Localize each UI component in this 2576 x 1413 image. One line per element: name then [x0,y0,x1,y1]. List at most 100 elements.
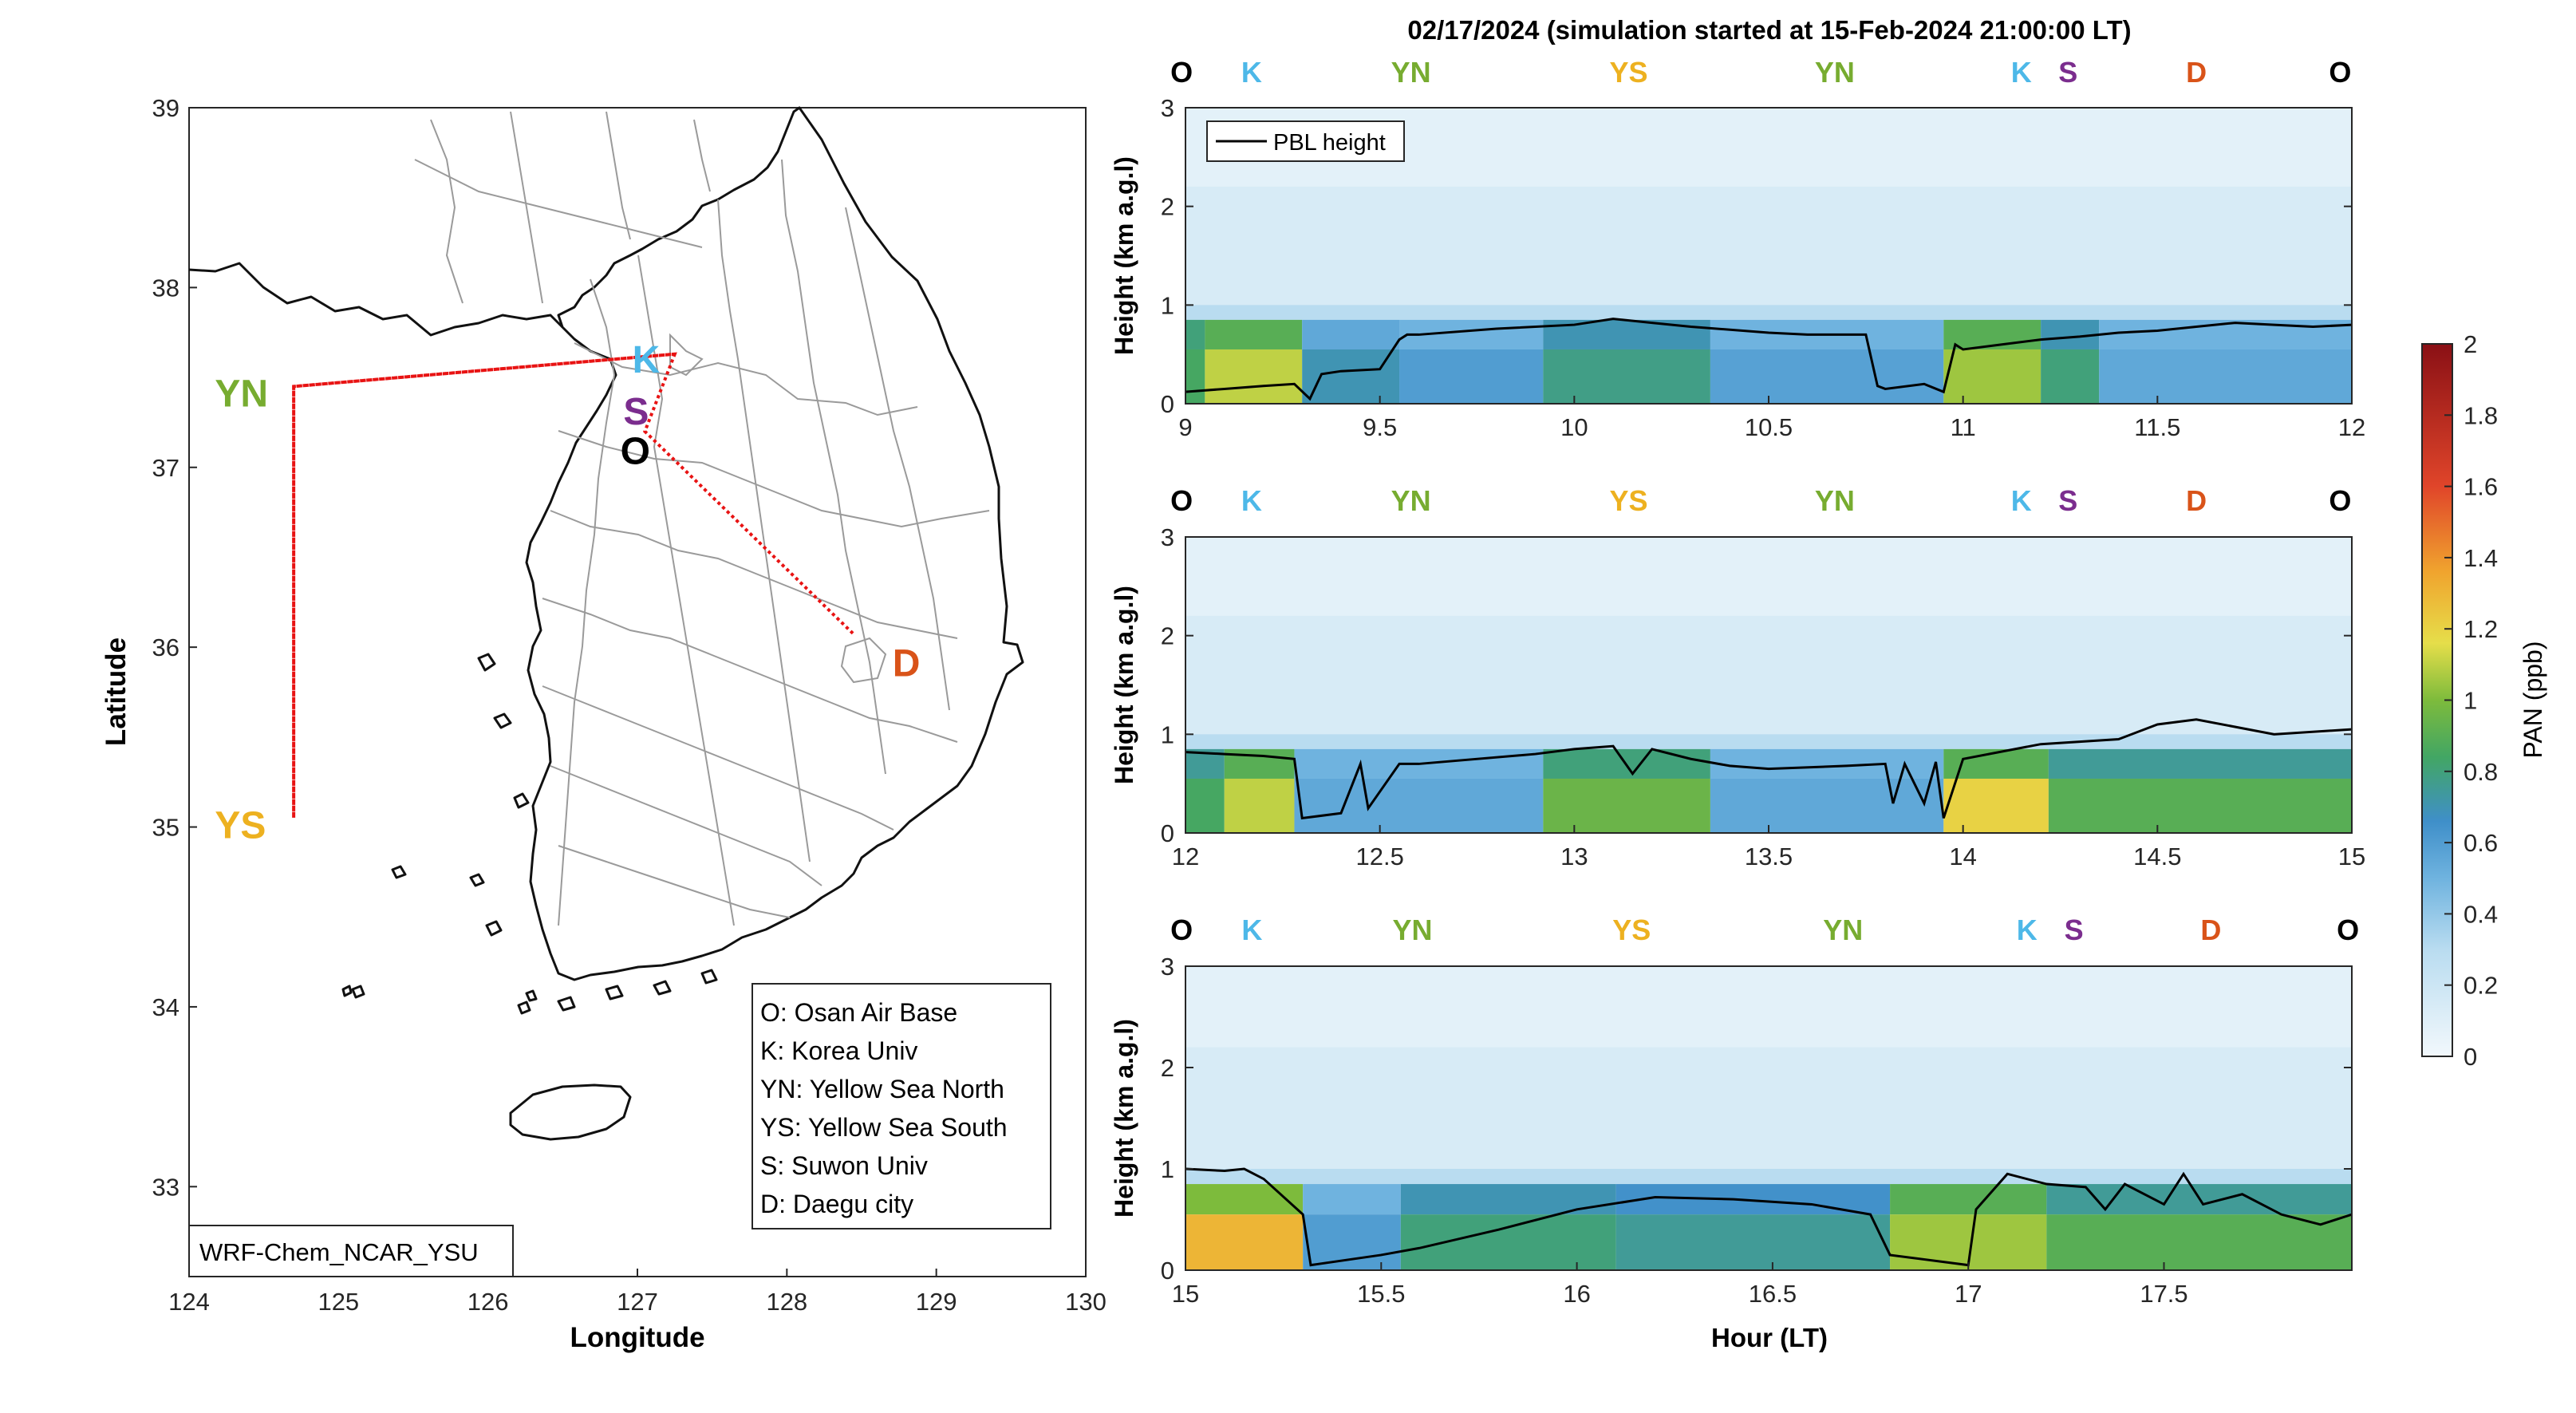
map-ytick-label: 35 [152,814,179,842]
curtain-field [1185,537,2352,833]
figure-title: 02/17/2024 (simulation started at 15-Feb… [1407,15,2131,45]
island-13 [341,985,353,997]
site-legend: O: Osan Air Base K: Korea Univ YN: Yello… [751,983,1051,1229]
curtain-xtick-label: 12.5 [1355,843,1403,870]
curtain-axes [1185,965,2353,1271]
site-label-yn: YN [215,373,268,416]
entrainment-layer [1185,305,2352,320]
pan-column-upper [2048,748,2352,779]
site-legend-frame [751,983,1051,1229]
curtain-ytick-label: 3 [1161,523,1174,551]
boundary-12 [558,278,616,926]
site-marker-o: O [1170,914,1193,946]
map-xtick-label: 125 [318,1288,359,1316]
curtain-ytick-label: 3 [1161,953,1174,981]
map-yticks: 33 34 35 36 37 38 39 [152,94,197,1201]
island-11 [391,865,407,879]
site-marker-k: K [2011,484,2032,517]
map-xlabel: Longitude [570,1322,704,1353]
pan-column-lower [1399,349,1544,404]
pan-column-lower [2041,349,2100,404]
map-xtick-label: 128 [766,1288,807,1316]
island-2 [493,712,512,729]
pbl-height-line [1185,718,2352,820]
site-marker-ys: YS [1612,914,1651,946]
boundary-11 [845,207,950,711]
site-marker-s: S [2058,56,2077,89]
curtain-ylabel: Height (km a.g.l) [1110,156,1138,355]
pbl-height-line [1185,1167,2352,1267]
pan-column-lower [1303,1214,1401,1270]
colorbar-tick-label: 2 [2464,330,2477,358]
pan-column-upper [1185,1184,1304,1215]
boundary-14 [430,119,464,304]
site-label-d: D [893,643,921,685]
site-marker-d: D [2186,56,2207,89]
colorbar: 0 0.2 0.4 0.6 0.8 1 1.2 1.4 1.6 1.8 2 PAN (ppb) [2421,330,2547,1071]
curtain-field [1185,966,2352,1270]
curtain-ytick-label: 0 [1161,819,1174,847]
curtain-xtick-label: 15 [2338,843,2365,870]
boundary-15 [510,111,543,304]
pan-column-lower [2046,1214,2352,1270]
pan-column-lower [1185,349,1205,404]
upper-layer [1185,615,2352,740]
colorbar-label: PAN (ppb) [2519,641,2547,758]
curtain-xtick-label: 12 [1172,843,1199,870]
pan-column-lower [1185,1214,1304,1270]
island-8 [653,980,672,996]
curtain-xtick-label: 12 [2338,413,2365,441]
site-marker-yn: YN [1815,56,1855,89]
site-marker-k: K [1241,914,1262,946]
pan-column-lower [1302,349,1400,404]
boundary-4 [542,598,958,743]
map-ylabel: Latitude [101,637,132,746]
colorbar-tick-label: 0.6 [2464,829,2498,857]
pan-column-lower [1543,778,1710,833]
site-legend-item: O: Osan Air Base [760,998,957,1027]
map-xtick-label: 130 [1065,1288,1107,1316]
map-ytick-label: 39 [152,94,179,122]
curtain-xtick-label: 14.5 [2133,843,2181,870]
island-6 [557,996,576,1012]
boundary-2 [558,430,990,528]
site-label-o: O [621,431,650,473]
pan-column-lower [1710,349,1944,404]
island-9 [700,969,718,985]
boundary-8 [637,255,735,926]
pan-column-lower [1615,1214,1891,1270]
map-ytick-label: 36 [152,633,179,661]
korea-mainland-outline [525,106,1024,981]
site-legend-item: YS: Yellow Sea South [760,1113,1008,1142]
site-legend-item: K: Korea Univ [760,1036,917,1065]
entrainment-layer [1185,1169,2352,1185]
island-12 [517,1001,531,1015]
pan-column-lower [2048,778,2352,833]
boundary-19 [840,637,887,684]
jeju-island [509,1083,632,1141]
colorbar-tick-label: 1.6 [2464,473,2498,501]
curtain-ytick-label: 1 [1161,1155,1174,1183]
pan-column-upper [1185,319,1205,349]
colorbar-tick-label: 0.8 [2464,758,2498,786]
curtain-xtick-label: 10 [1560,413,1588,441]
pan-column-lower [2099,349,2352,404]
site-marker-d: D [2200,914,2221,946]
pbl-legend-label: PBL height [1273,130,1386,156]
island-3 [513,792,530,809]
curtain-ytick-label: 1 [1161,291,1174,319]
curtain-xtick-label: 9.5 [1363,413,1397,441]
curtain-field [1185,108,2352,404]
site-legend-item: YN: Yellow Sea North [760,1075,1004,1103]
curtain-xtick-label: 17.5 [2140,1280,2187,1308]
pan-column-lower [1224,778,1295,833]
map-ytick-label: 37 [152,454,179,482]
curtain-ytick-label: 2 [1161,1054,1174,1082]
colorbar-ticks: 0 0.2 0.4 0.6 0.8 1 1.2 1.4 1.6 1.8 2 [2444,330,2498,1071]
map-xticks: 124 125 126 127 128 129 130 [168,1269,1107,1316]
site-marker-d: D [2186,484,2207,517]
pan-column-lower [1205,349,1303,404]
